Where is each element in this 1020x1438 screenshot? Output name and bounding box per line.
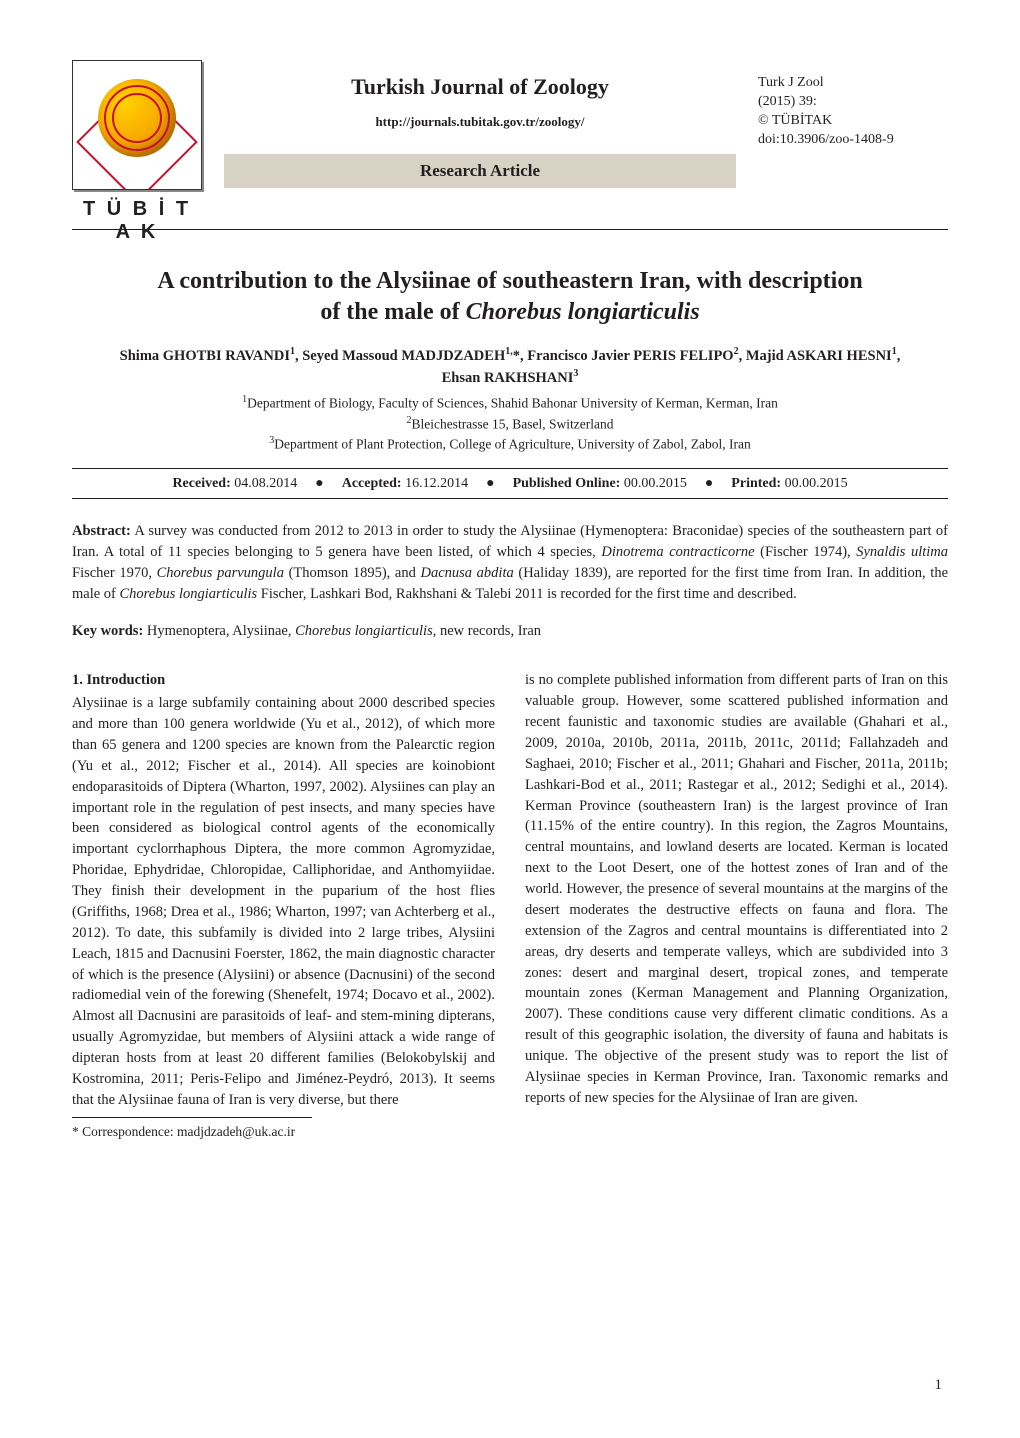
received-value: 04.08.2014	[234, 476, 297, 491]
body-column-right: is no complete published information fro…	[525, 670, 948, 1141]
affiliation-1: 1Department of Biology, Faculty of Scien…	[72, 393, 948, 413]
published-label: Published Online:	[513, 476, 621, 491]
dates-rule-bottom	[72, 498, 948, 499]
page-number: 1	[935, 1377, 943, 1394]
printed: Printed: 00.00.2015	[731, 476, 847, 492]
accepted-value: 16.12.2014	[405, 476, 468, 491]
section-1-text-left: Alysiinae is a large subfamily containin…	[72, 693, 495, 1111]
page-header: T Ü B İ T A K Turkish Journal of Zoology…	[72, 60, 948, 225]
affiliation-2: 2Bleichestrasse 15, Basel, Switzerland	[72, 414, 948, 434]
published-value: 00.00.2015	[624, 476, 687, 491]
abstract-text: A survey was conducted from 2012 to 2013…	[72, 523, 948, 602]
bullet-icon: ●	[486, 476, 494, 492]
logo-rings-icon	[98, 79, 176, 157]
affiliation-list: 1Department of Biology, Faculty of Scien…	[72, 393, 948, 454]
body-columns: 1. Introduction Alysiinae is a large sub…	[72, 670, 948, 1141]
bullet-icon: ●	[315, 476, 323, 492]
journal-title-column: Turkish Journal of Zoology http://journa…	[224, 60, 736, 188]
header-rule	[72, 229, 948, 230]
bullet-icon: ●	[705, 476, 713, 492]
article-title-line2-ital: Chorebus longiarticulis	[466, 299, 700, 325]
section-1-text-right: is no complete published information fro…	[525, 670, 948, 1108]
printed-value: 00.00.2015	[785, 476, 848, 491]
logo-column: T Ü B İ T A K	[72, 60, 202, 225]
keywords-label: Key words:	[72, 623, 143, 639]
publication-dates: Received: 04.08.2014 ● Accepted: 16.12.2…	[72, 469, 948, 498]
published-online: Published Online: 00.00.2015	[513, 476, 687, 492]
body-column-left: 1. Introduction Alysiinae is a large sub…	[72, 670, 495, 1141]
journal-short-title: Turk J Zool	[758, 74, 948, 93]
section-1-heading: 1. Introduction	[72, 670, 495, 691]
accepted: Accepted: 16.12.2014	[342, 476, 468, 492]
article-type-bar: Research Article	[224, 154, 736, 188]
abstract: Abstract: A survey was conducted from 20…	[72, 521, 948, 605]
logo-card	[72, 60, 202, 190]
received: Received: 04.08.2014	[172, 476, 297, 492]
journal-issue: (2015) 39:	[758, 93, 948, 112]
journal-doi: doi:10.3906/zoo-1408-9	[758, 131, 948, 150]
accepted-label: Accepted:	[342, 476, 402, 491]
article-title-line1: A contribution to the Alysiinae of south…	[157, 268, 862, 294]
keywords-text: Hymenoptera, Alysiinae, Chorebus longiar…	[147, 623, 541, 639]
journal-meta-column: Turk J Zool (2015) 39: © TÜBİTAK doi:10.…	[758, 60, 948, 150]
journal-title: Turkish Journal of Zoology	[224, 74, 736, 100]
article-title-line2-plain: of the male of	[320, 299, 465, 325]
abstract-label: Abstract:	[72, 523, 131, 539]
footnote-rule	[72, 1117, 312, 1118]
publisher-wordmark: T Ü B İ T A K	[72, 198, 202, 244]
received-label: Received:	[172, 476, 230, 491]
keywords: Key words: Hymenoptera, Alysiinae, Chore…	[72, 623, 948, 640]
author-list: Shima GHOTBI RAVANDI1, Seyed Massoud MAD…	[102, 345, 918, 389]
publisher-logo: T Ü B İ T A K	[72, 60, 202, 225]
journal-copyright: © TÜBİTAK	[758, 112, 948, 131]
correspondence-footnote: * Correspondence: madjdzadeh@uk.ac.ir	[72, 1122, 495, 1141]
journal-url[interactable]: http://journals.tubitak.gov.tr/zoology/	[224, 114, 736, 130]
article-title: A contribution to the Alysiinae of south…	[112, 266, 908, 327]
printed-label: Printed:	[731, 476, 781, 491]
affiliation-3: 3Department of Plant Protection, College…	[72, 434, 948, 454]
